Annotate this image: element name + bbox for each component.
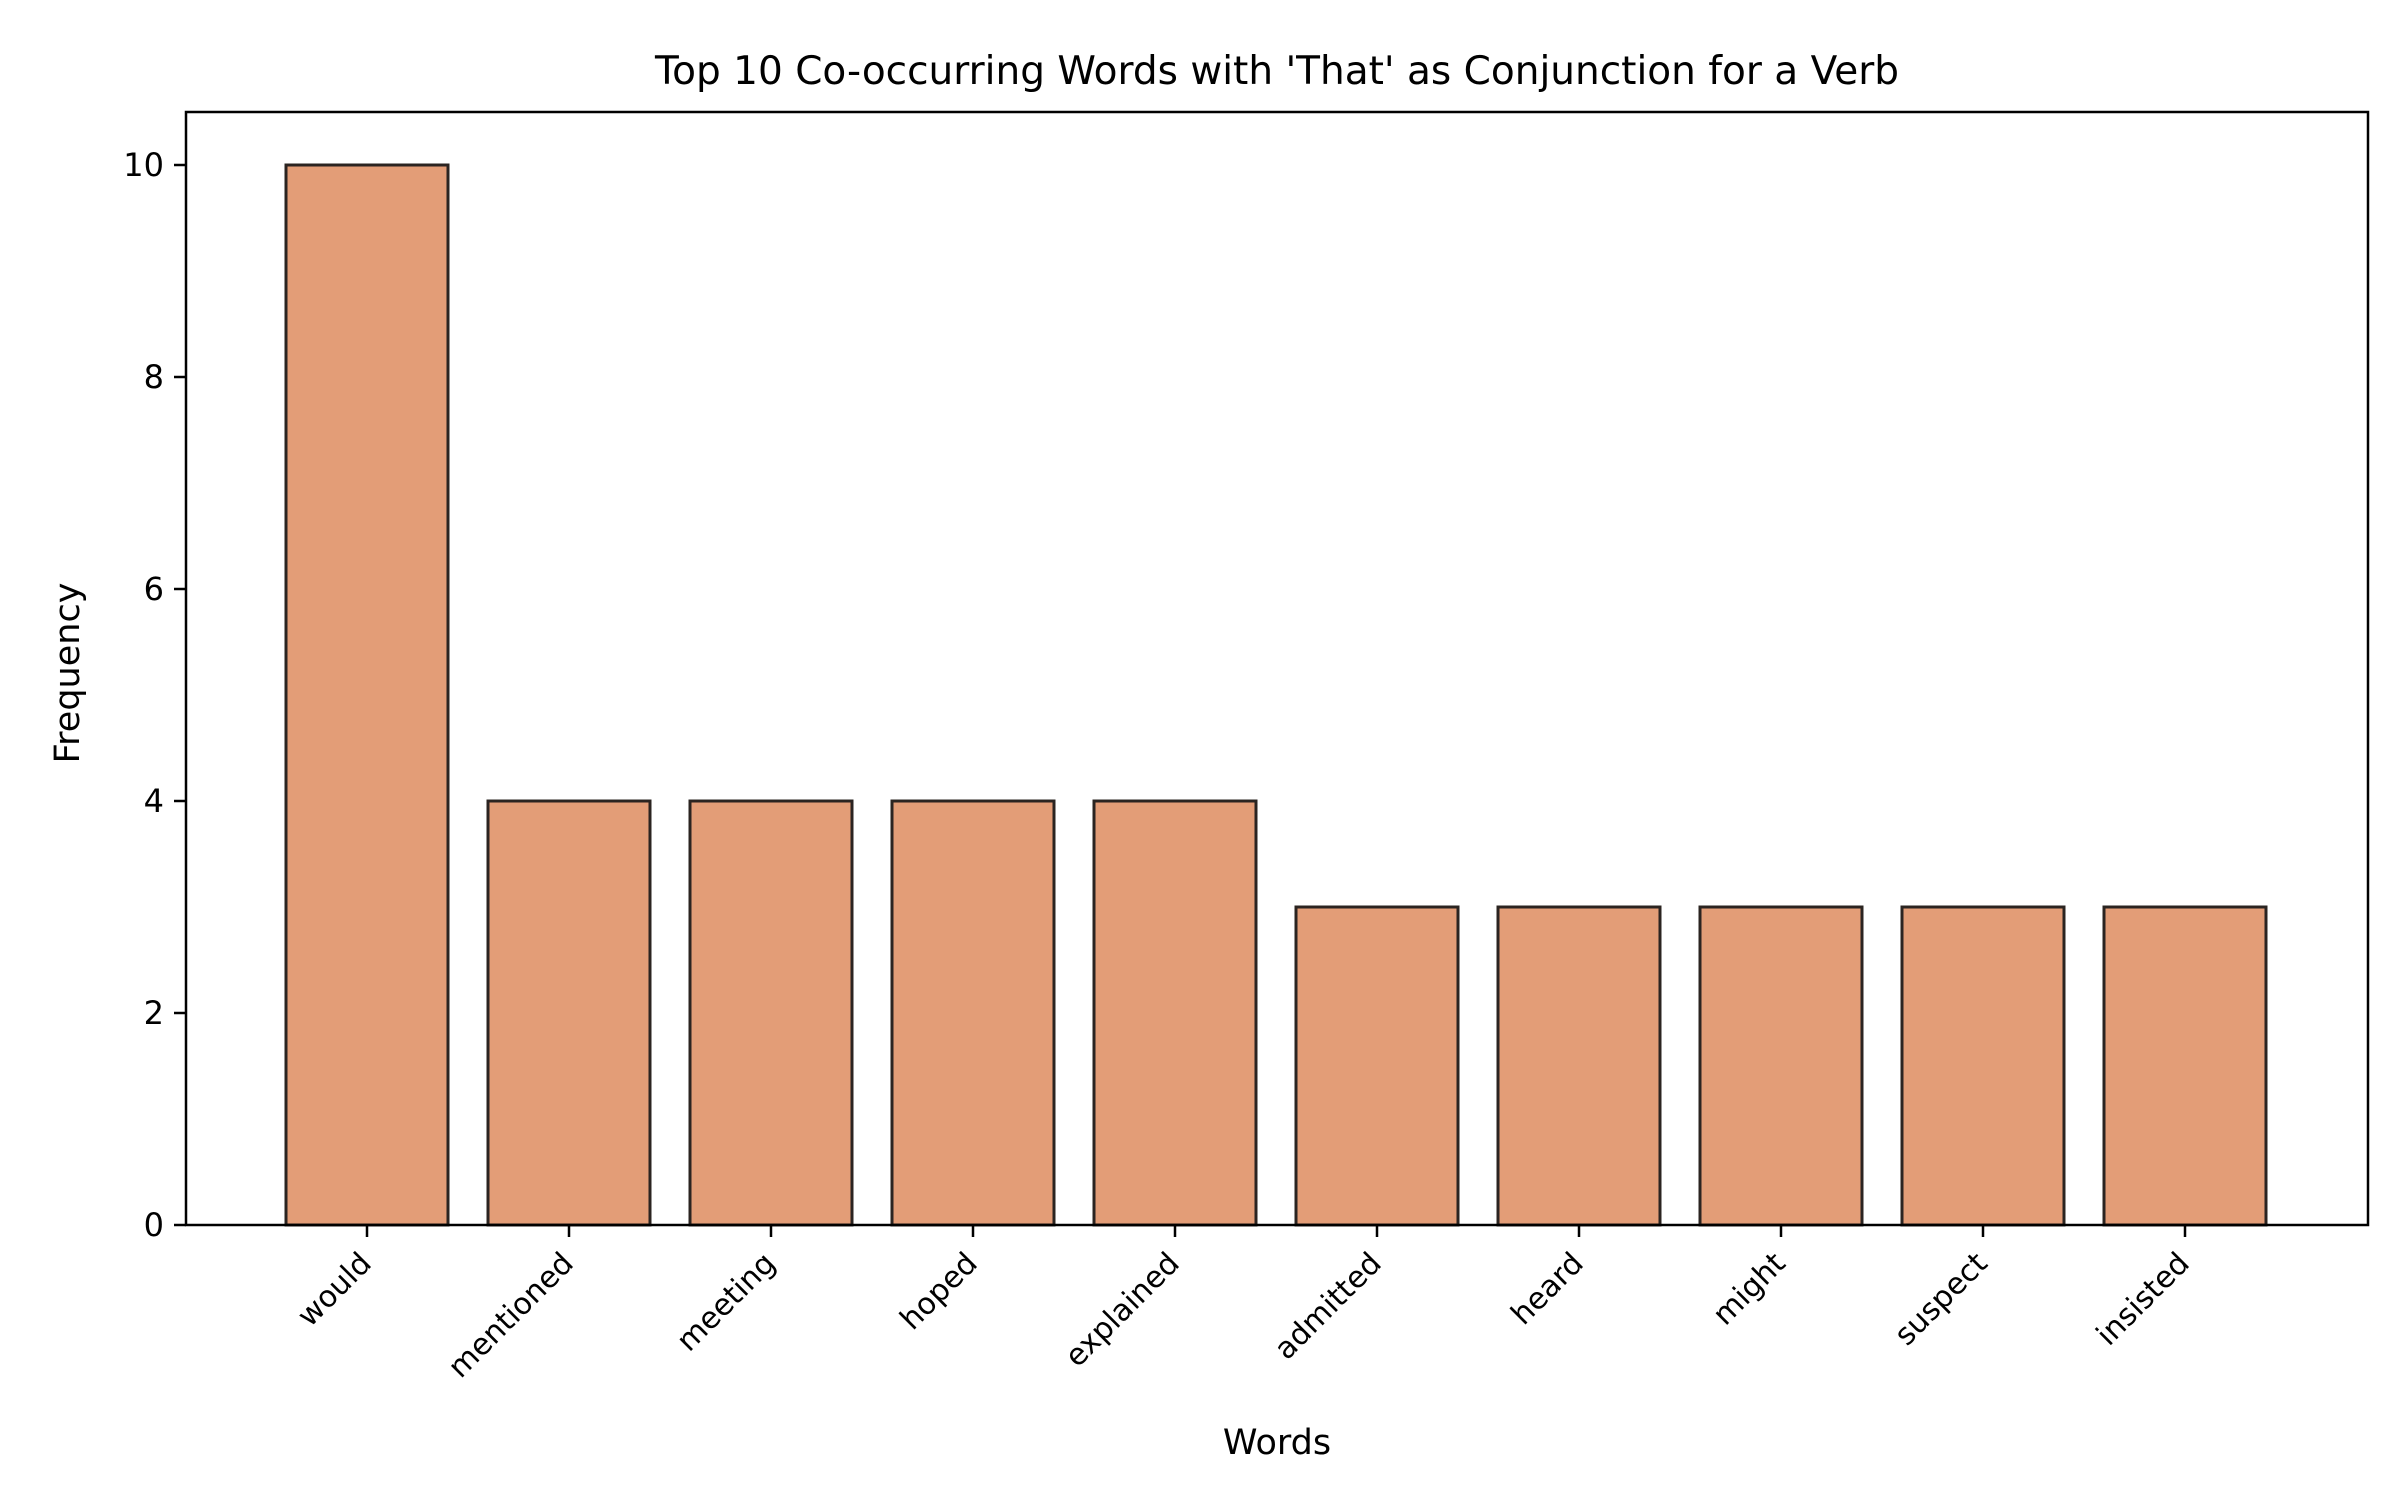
bar-hoped	[890, 799, 1056, 1227]
y-tick-label: 4	[144, 782, 164, 820]
chart-title: Top 10 Co-occurring Words with 'That' as…	[654, 49, 1899, 94]
bar-explained	[1092, 799, 1258, 1227]
y-axis-ticks: 0 2 4 6 8 10	[123, 146, 186, 1244]
plot-frame	[184, 110, 2370, 1227]
bar-suspect	[1900, 905, 2066, 1227]
x-axis-label: Words	[1223, 1423, 1331, 1463]
bars-group	[284, 163, 2268, 1227]
y-tick-label: 8	[144, 358, 164, 396]
bar-admitted	[1294, 905, 1460, 1227]
bar-might	[1698, 905, 1864, 1227]
y-tick-label: 0	[144, 1206, 164, 1244]
bar-would	[284, 163, 450, 1227]
y-tick-label: 6	[144, 570, 164, 608]
bar-meeting	[688, 799, 854, 1227]
bar-mentioned	[486, 799, 652, 1227]
y-tick-label: 2	[144, 994, 164, 1032]
y-axis-label: Frequency	[48, 583, 88, 764]
y-tick-label: 10	[123, 146, 164, 184]
bar-heard	[1496, 905, 1662, 1227]
bar-insisted	[2102, 905, 2268, 1227]
